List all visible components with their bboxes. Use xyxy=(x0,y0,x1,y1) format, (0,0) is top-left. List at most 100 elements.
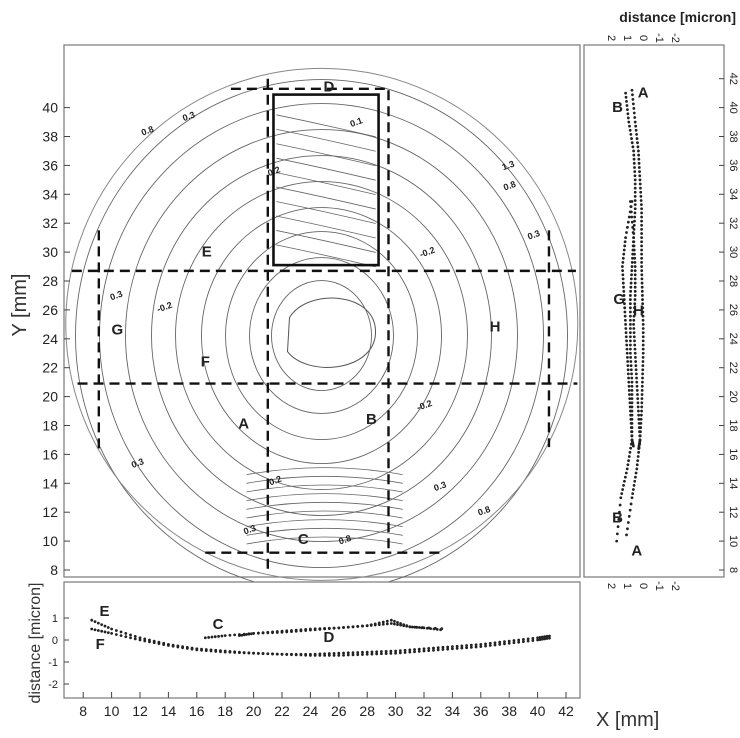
bottom-point-d xyxy=(405,624,409,628)
main-plot: 8 10 12 14 16 18 20 22 24 26 28 30 32 34 36 38 40 0.8 0.3… xyxy=(9,44,581,593)
main-y-tick-label: 26 xyxy=(42,302,58,318)
side-point-a xyxy=(640,261,643,264)
x-tick-label: 20 xyxy=(246,703,262,719)
side-point-g xyxy=(627,389,631,392)
side-point-h xyxy=(632,236,635,240)
bottom-point-f xyxy=(375,650,379,654)
bottom-point-f xyxy=(389,649,393,653)
side-point-b xyxy=(630,376,634,380)
bottom-point-f xyxy=(304,652,308,656)
bottom-point-e xyxy=(129,633,132,637)
side-point-g xyxy=(623,314,627,318)
main-plot-frame xyxy=(63,44,581,578)
side-y-tick-label: 28 xyxy=(727,275,739,287)
bottom-point-e xyxy=(517,640,521,644)
x-tick-label: 40 xyxy=(530,703,546,719)
bottom-point-f xyxy=(280,652,284,656)
bottom-point-d xyxy=(408,625,412,629)
bottom-point-e xyxy=(389,651,393,655)
bottom-point-d xyxy=(247,632,251,636)
bottom-point-c xyxy=(396,621,399,624)
x-tick-label: 26 xyxy=(331,703,347,719)
bottom-point-d xyxy=(399,623,402,627)
bottom-point-f xyxy=(469,643,473,647)
side-point-a xyxy=(638,174,642,178)
bottom-point-d xyxy=(396,623,399,626)
side-point-a xyxy=(640,240,643,244)
bottom-point-f xyxy=(503,640,506,644)
contour-line xyxy=(225,231,418,441)
bottom-point-f xyxy=(370,650,374,654)
side-point-h xyxy=(637,422,641,425)
bottom-point-f xyxy=(290,652,293,656)
side-point-a xyxy=(641,322,645,326)
side-point-b xyxy=(624,91,627,95)
contour-line-center xyxy=(286,297,377,368)
bottom-point-d xyxy=(318,627,322,631)
bottom-point-d xyxy=(402,624,406,628)
bottom-point-e xyxy=(106,626,110,629)
side-point-b xyxy=(615,539,619,543)
contour-line-top xyxy=(276,201,376,224)
side-point-g xyxy=(622,285,625,289)
bottom-point-e xyxy=(124,632,128,635)
wafer-edge xyxy=(65,67,579,581)
side-point-a xyxy=(641,318,645,322)
bottom-point-f xyxy=(200,648,203,652)
bottom-point-d xyxy=(280,629,284,633)
side-point-g xyxy=(626,364,630,368)
bottom-point-d xyxy=(249,632,253,636)
side-point-h xyxy=(633,285,637,289)
bottom-point-f xyxy=(545,634,549,638)
bottom-point-e xyxy=(351,653,355,657)
side-point-b xyxy=(633,203,637,207)
contour-line xyxy=(125,129,518,543)
main-y-tick-label: 28 xyxy=(42,273,58,289)
contour-line-top xyxy=(276,186,376,210)
side-point-g xyxy=(623,318,627,322)
side-point-h xyxy=(637,413,641,417)
bottom-point-e xyxy=(474,645,478,649)
side-point-b xyxy=(630,273,633,277)
bottom-point-e xyxy=(465,646,468,650)
side-point-g xyxy=(621,281,625,285)
side-point-h xyxy=(629,210,633,214)
side-y-tick-label: 20 xyxy=(727,390,739,402)
bottom-point-f xyxy=(167,644,170,647)
bottom-point-d xyxy=(410,625,414,629)
side-point-h xyxy=(632,327,636,330)
side-point-b xyxy=(626,108,629,112)
contour-value-label: 0.8 xyxy=(476,504,491,518)
contour-line-top xyxy=(276,128,376,152)
side-point-g xyxy=(627,384,631,388)
contour-value-label: 1.3 xyxy=(501,159,516,173)
side-point-h xyxy=(633,347,637,351)
bottom-point-d xyxy=(342,626,345,629)
contour-value-label: 0.3 xyxy=(130,456,145,470)
side-point-b xyxy=(620,492,624,496)
bottom-point-d xyxy=(385,622,389,626)
side-point-b xyxy=(629,360,633,363)
side-point-a xyxy=(639,190,643,194)
bottom-point-d xyxy=(323,627,326,630)
side-point-g xyxy=(626,225,629,229)
bottom-point-d xyxy=(299,628,303,632)
bottom-point-e xyxy=(103,624,107,628)
side-top-tick-label: 2 xyxy=(605,35,617,41)
bottom-point-f xyxy=(413,648,416,651)
side-point-b xyxy=(623,475,627,479)
x-tick-label: 38 xyxy=(501,703,517,719)
side-bottom-tick-label: 1 xyxy=(621,583,633,589)
bottom-point-d xyxy=(351,625,355,629)
side-point-g xyxy=(623,306,627,310)
side-point-g xyxy=(628,405,632,409)
bottom-point-f xyxy=(403,648,407,652)
region-label: G xyxy=(111,321,123,338)
side-point-b xyxy=(629,343,632,347)
side-point-a xyxy=(637,161,641,165)
side-point-b xyxy=(629,351,632,355)
bottom-point-c xyxy=(210,635,214,639)
side-point-g xyxy=(626,220,630,224)
side-point-a xyxy=(641,376,644,380)
x-tick-label: 28 xyxy=(359,703,375,719)
